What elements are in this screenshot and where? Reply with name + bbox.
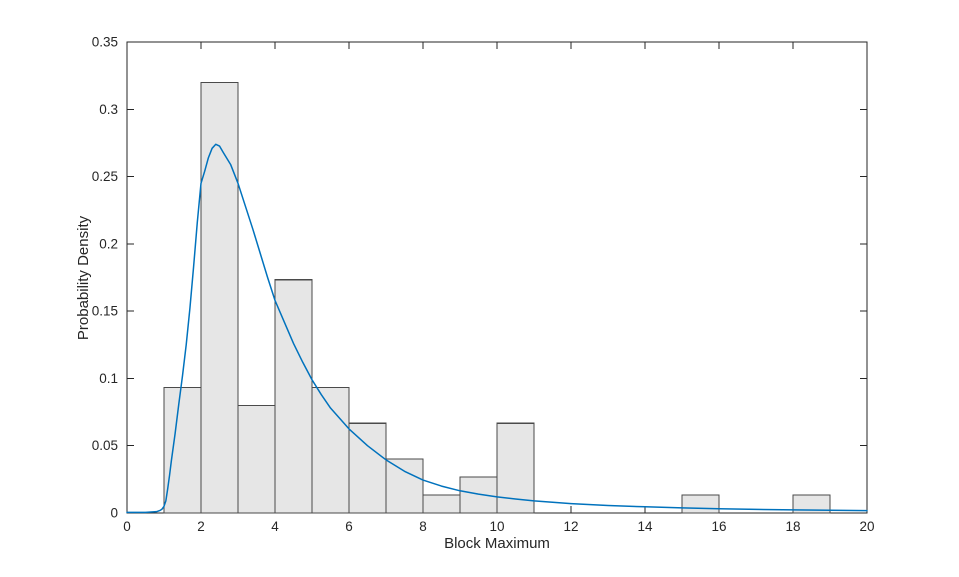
- histogram-bar: [163, 386, 202, 514]
- histogram-bar: [274, 279, 313, 514]
- x-tick-label: 0: [123, 519, 131, 534]
- histogram-bar: [237, 404, 276, 514]
- x-tick-label: 8: [419, 519, 427, 534]
- histogram-bar: [385, 458, 424, 514]
- y-tick-label: 0.05: [92, 438, 118, 453]
- y-tick-label: 0.2: [99, 236, 118, 251]
- x-tick-label: 16: [711, 519, 726, 534]
- histogram-bar: [311, 386, 350, 514]
- y-tick-label: 0.3: [99, 102, 118, 117]
- x-tick-label: 4: [271, 519, 279, 534]
- y-axis-label: Probability Density: [75, 215, 92, 340]
- y-tick-label: 0.35: [92, 35, 118, 50]
- x-tick-label: 14: [637, 519, 653, 534]
- x-tick-label: 6: [345, 519, 353, 534]
- y-tick-label: 0: [110, 506, 118, 521]
- tick-labels-layer: 0 2 4 6 8 10 12 14 16 18 20 0 0.05 0.1 0.15 0.2 0.25 0.3 0…: [92, 35, 875, 535]
- histogram-bar: [348, 422, 387, 514]
- y-tick-label: 0.25: [92, 169, 118, 184]
- histogram-bar: [422, 494, 461, 514]
- x-tick-label: 10: [489, 519, 504, 534]
- histogram-bar: [200, 81, 239, 514]
- x-tick-label: 20: [859, 519, 874, 534]
- histogram-bars-layer: [163, 81, 831, 514]
- histogram-bar: [792, 494, 831, 514]
- y-tick-label: 0.15: [92, 304, 118, 319]
- fitted-pdf-curve: [126, 143, 868, 514]
- y-tick-label: 0.1: [99, 371, 118, 386]
- x-tick-label: 18: [785, 519, 800, 534]
- x-axis-label: Block Maximum: [444, 535, 550, 552]
- histogram-bar: [496, 422, 535, 514]
- x-tick-label: 12: [563, 519, 578, 534]
- histogram-bar: [459, 476, 498, 514]
- x-tick-label: 2: [197, 519, 205, 534]
- fit-curve-layer: [126, 143, 868, 514]
- histogram-bar: [681, 494, 720, 514]
